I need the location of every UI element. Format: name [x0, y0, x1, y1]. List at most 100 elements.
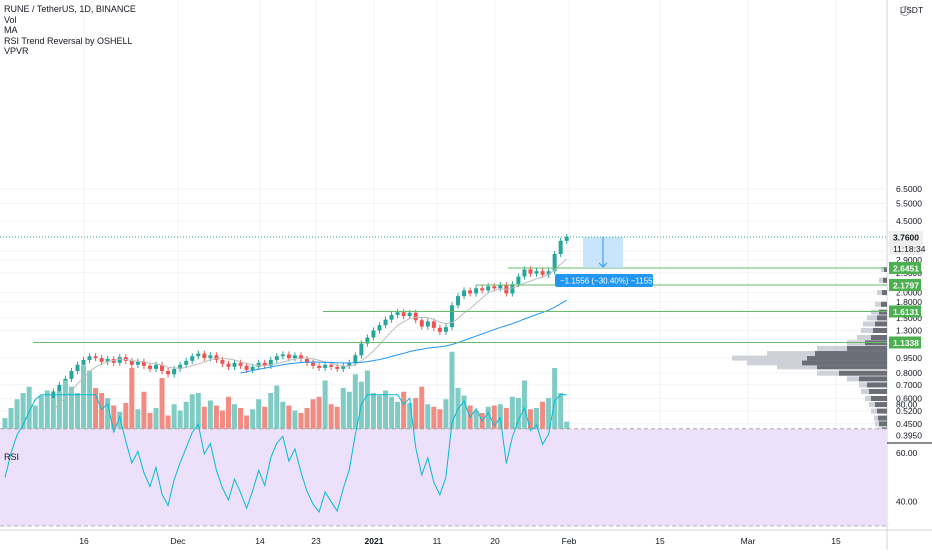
- legend-ma[interactable]: MA: [4, 25, 18, 35]
- volume-bar: [99, 393, 105, 443]
- volume-profile-bar: [873, 327, 887, 333]
- volume-bar: [395, 401, 401, 443]
- volume-bar: [364, 370, 370, 443]
- candle-body: [135, 361, 140, 365]
- candle-body: [371, 330, 376, 338]
- time-tick-label: 20: [490, 536, 500, 546]
- candle-body: [184, 360, 189, 365]
- price-tick-label: 4.5000: [896, 216, 922, 226]
- last-price-tag: [889, 231, 923, 256]
- candle-body: [492, 286, 497, 289]
- volume-bar: [68, 386, 74, 443]
- volume-bar: [491, 405, 497, 443]
- volume-bar: [8, 408, 14, 443]
- candle-body: [335, 366, 340, 369]
- level-price-label: 2.6451: [893, 263, 919, 273]
- time-tick-label: Mar: [741, 536, 756, 546]
- candle-body: [214, 355, 219, 360]
- candle-body: [87, 356, 92, 360]
- candle-body: [232, 362, 237, 367]
- candle-body: [510, 284, 515, 294]
- rsi-pane-label: RSI: [4, 452, 20, 462]
- legend-rsi-indicator[interactable]: RSI Trend Reversal by OSHELL: [4, 35, 133, 46]
- price-tick-label: 1.5000: [896, 313, 922, 323]
- time-tick-label: 14: [255, 536, 265, 546]
- candle-body: [389, 314, 394, 320]
- volume-bar: [310, 399, 316, 443]
- volume-profile-bar: [869, 388, 887, 394]
- price-tick-label: 2.9000: [896, 255, 922, 265]
- volume-profile-bar: [815, 351, 887, 357]
- candle-body: [69, 371, 74, 379]
- volume-bar: [32, 405, 38, 443]
- candle-body: [443, 327, 448, 332]
- projection-label: −1.1556 (−30.40%) −11556: [560, 276, 658, 285]
- price-tick-label: 5.5000: [896, 199, 922, 209]
- volume-bar: [389, 396, 395, 443]
- time-tick-label: 15: [655, 536, 665, 546]
- volume-bar: [419, 386, 425, 443]
- candle-body: [462, 290, 467, 297]
- volume-bar: [413, 398, 419, 443]
- rsi-band: [0, 428, 887, 526]
- rsi-tick-label: 40.00: [896, 497, 918, 507]
- volume-bar: [111, 405, 117, 443]
- gear-icon[interactable]: [900, 6, 910, 16]
- candle-body: [468, 290, 473, 294]
- volume-profile-bar: [877, 408, 887, 414]
- level-price-tag: [889, 336, 921, 349]
- volume-bar: [467, 405, 473, 443]
- candle-body: [129, 360, 134, 365]
- legend-symbol[interactable]: RUNE / TetherUS, 1D, BINANCE: [4, 4, 136, 14]
- level-price-tag: [889, 278, 921, 291]
- candle-body: [81, 359, 86, 365]
- volume-bar: [274, 385, 280, 443]
- candle-body: [383, 319, 388, 326]
- candle-body: [99, 358, 104, 362]
- volume-bar: [298, 413, 304, 443]
- volume-profile-bar: [881, 301, 887, 307]
- legend-vpvr[interactable]: VPVR: [4, 46, 29, 56]
- volume-bar: [256, 399, 262, 443]
- candle-body: [431, 321, 436, 328]
- volume-profile-bar: [875, 402, 887, 408]
- volume-bar: [407, 403, 413, 443]
- price-tick-label: 0.5200: [896, 406, 922, 416]
- volume-bar: [129, 368, 135, 443]
- volume-bar: [195, 393, 201, 443]
- volume-bar: [135, 409, 141, 443]
- volume-bar: [201, 406, 207, 443]
- volume-profile-bar: [877, 315, 887, 321]
- candle-body: [238, 362, 243, 366]
- volume-bar: [425, 404, 431, 443]
- volume-bar: [268, 393, 274, 443]
- candle-body: [280, 354, 285, 357]
- volume-profile-bar: [875, 321, 887, 327]
- last-price-label: 3.7600: [893, 233, 919, 243]
- candle-body: [105, 358, 110, 362]
- candle-body: [449, 305, 454, 328]
- candle-body: [552, 253, 557, 272]
- legend-vol[interactable]: Vol: [4, 14, 17, 25]
- volume-bar: [177, 410, 183, 443]
- volume-bar: [238, 408, 244, 443]
- volume-bar: [50, 398, 56, 443]
- volume-bar: [153, 408, 159, 443]
- volume-bar: [26, 386, 32, 443]
- candle-body: [395, 312, 400, 315]
- price-tick-label: 0.3950: [896, 430, 922, 440]
- volume-profile-bar: [883, 277, 887, 283]
- time-tick-label: 23: [311, 536, 321, 546]
- candle-body: [480, 288, 485, 291]
- volume-profile-bar: [882, 290, 887, 296]
- volume-bar: [56, 391, 62, 443]
- price-tick-label: 0.4500: [896, 419, 922, 429]
- volume-bar: [207, 400, 213, 443]
- candle-body: [93, 356, 98, 359]
- price-tick-label: 0.6000: [896, 393, 922, 403]
- volume-profile-bar: [859, 376, 887, 382]
- volume-bar: [44, 390, 50, 443]
- candle-body: [540, 271, 545, 275]
